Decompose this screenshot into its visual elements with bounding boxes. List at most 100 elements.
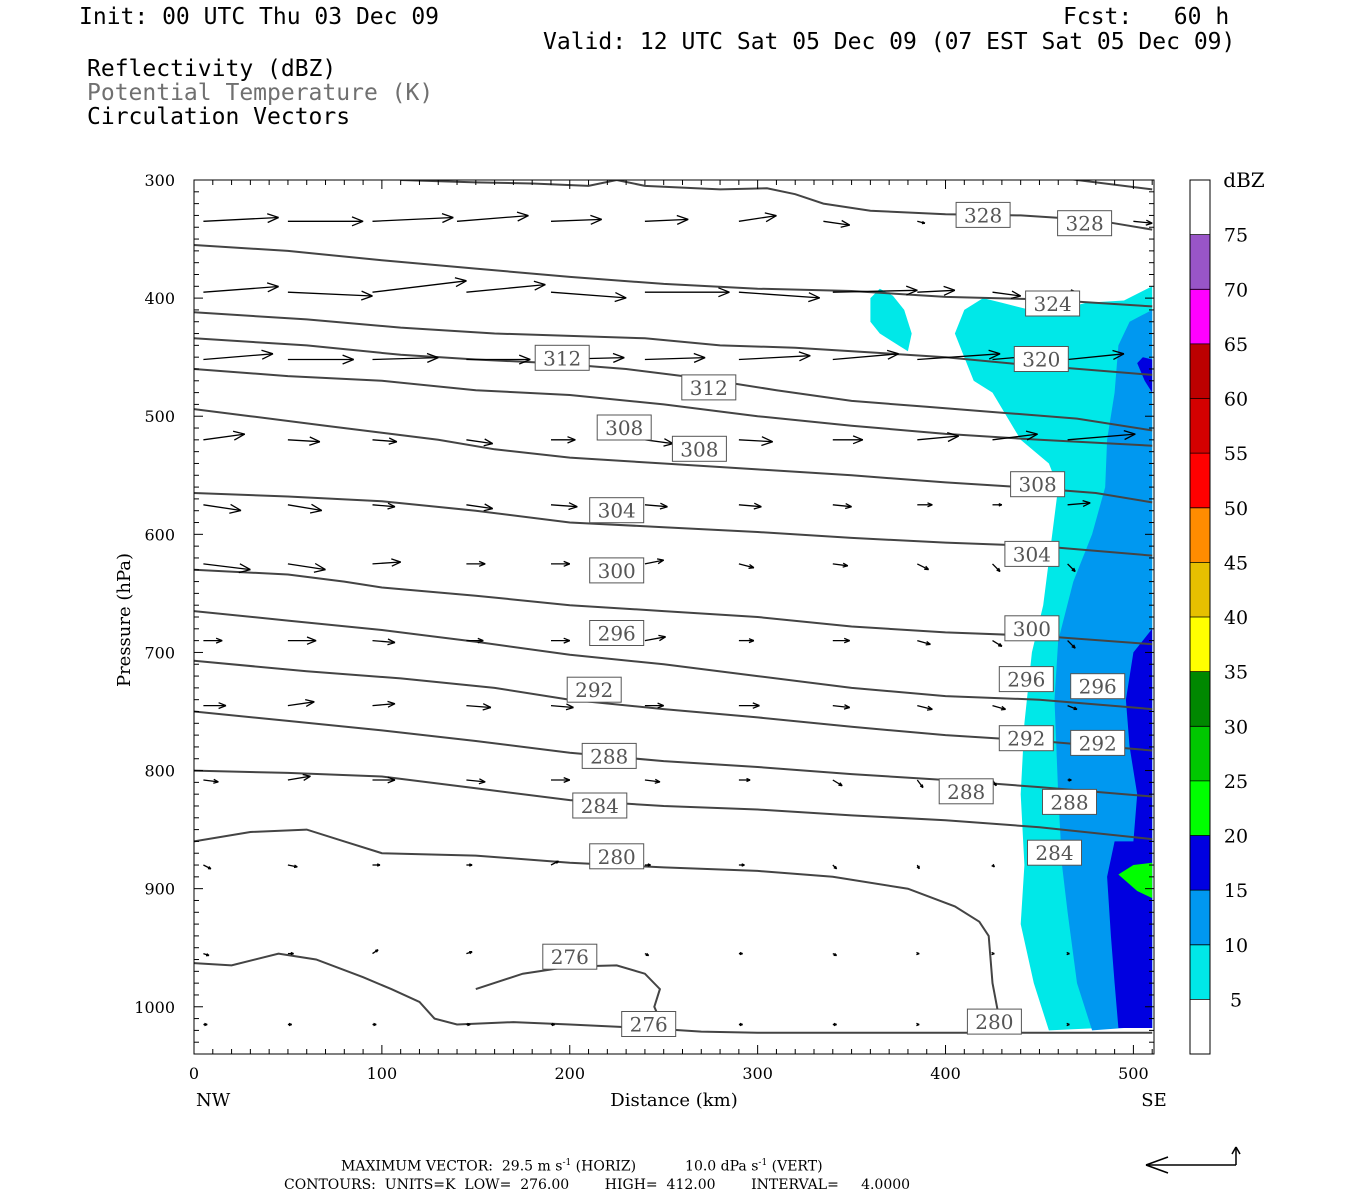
vector-shaft xyxy=(203,563,251,571)
contour-label-text: 284 xyxy=(1035,841,1073,865)
theta-contour-284 xyxy=(194,769,1153,841)
vector-shaft xyxy=(738,439,773,443)
vector-head xyxy=(482,703,492,709)
vector-head xyxy=(482,706,492,711)
circulation-vector xyxy=(372,502,396,510)
vector-shaft xyxy=(738,214,777,222)
vector-head xyxy=(1113,353,1125,360)
vector-head xyxy=(469,951,473,955)
circulation-vector xyxy=(287,636,317,645)
vector-head xyxy=(845,506,852,510)
vector-head xyxy=(427,357,439,363)
circulation-vector xyxy=(832,435,864,445)
circulation-vector xyxy=(287,864,298,869)
contour-label-box xyxy=(998,666,1054,693)
circulation-vector xyxy=(917,220,926,225)
circulation-vector xyxy=(466,438,494,447)
circulation-vector xyxy=(738,777,751,783)
vector-head xyxy=(799,355,811,362)
vector-head xyxy=(658,634,666,638)
vector-head xyxy=(718,287,730,293)
vector-head xyxy=(566,703,574,709)
vector-head xyxy=(426,352,439,359)
contour-label: 292 xyxy=(1070,729,1126,756)
circulation-vector xyxy=(287,290,373,301)
vector-head xyxy=(741,864,745,867)
contour-label-text: 312 xyxy=(690,376,728,400)
vector-head xyxy=(926,708,933,711)
vector-shaft xyxy=(832,563,848,567)
forecast-hour: Fcst: 60 h xyxy=(1063,4,1230,30)
x-tick-label: 100 xyxy=(367,1064,398,1083)
colorbar-label: 35 xyxy=(1224,662,1248,684)
vector-head xyxy=(752,702,760,707)
circulation-vector xyxy=(644,863,651,867)
vector-head xyxy=(567,436,576,441)
vector-head xyxy=(314,562,326,571)
contour-label-box xyxy=(998,725,1054,752)
vector-head xyxy=(391,558,401,563)
theta-contour-312 xyxy=(194,368,1153,447)
vector-head xyxy=(657,702,664,707)
vector-head xyxy=(761,436,773,443)
circulation-vector xyxy=(466,560,486,567)
vector-shaft xyxy=(644,218,689,222)
vector-head xyxy=(925,643,931,646)
vector-head xyxy=(886,349,899,355)
vector-shaft xyxy=(550,291,627,299)
circulation-vector xyxy=(372,863,381,867)
vector-head xyxy=(612,352,625,359)
vector-head xyxy=(927,504,933,508)
contour-label-box xyxy=(1013,346,1069,372)
theta-contour-320 xyxy=(194,311,1153,376)
contour-label-box xyxy=(596,414,652,441)
vector-head xyxy=(752,704,760,709)
vector-head xyxy=(483,442,493,447)
vector-shaft xyxy=(550,218,602,222)
vector-head xyxy=(484,438,494,445)
theta-contour-324 xyxy=(194,244,1153,308)
vector-shaft xyxy=(372,703,396,707)
vector-shaft xyxy=(372,439,397,443)
vector-head xyxy=(375,949,379,953)
vector-head xyxy=(551,1023,555,1027)
colorbar-label: 50 xyxy=(1224,498,1248,520)
max-vector-vert-tag: (VERT) xyxy=(771,1158,823,1175)
contour-label: 284 xyxy=(1027,839,1082,866)
contour-label-box xyxy=(1004,615,1060,642)
vector-head xyxy=(615,292,627,299)
circulation-vector xyxy=(832,952,838,957)
vector-shaft xyxy=(466,704,491,709)
circulation-vector xyxy=(203,213,279,224)
contour-label: 300 xyxy=(589,557,645,584)
vector-head xyxy=(516,211,529,217)
contour-label-text: 292 xyxy=(1079,731,1117,755)
vector-head xyxy=(1082,499,1091,504)
vector-head xyxy=(478,563,486,567)
contour-label-box xyxy=(955,201,1011,228)
y-axis-label: Pressure (hPa) xyxy=(114,553,135,687)
circulation-vector xyxy=(917,563,930,571)
circulation-vector xyxy=(832,637,850,644)
contour-label-text: 308 xyxy=(680,437,718,461)
circulation-vector xyxy=(372,638,396,646)
circulation-vector xyxy=(372,437,398,445)
contour-label-text: 292 xyxy=(1007,727,1045,751)
y-tick-label: 300 xyxy=(144,171,175,190)
vector-head xyxy=(266,213,279,219)
vector-head xyxy=(533,280,546,286)
colorbar-segment xyxy=(1190,890,1210,945)
circulation-vector xyxy=(832,285,918,296)
circulation-vector xyxy=(738,702,760,709)
contour-label-box xyxy=(589,620,645,646)
vector-shaft xyxy=(287,563,326,571)
vector-head xyxy=(993,783,997,787)
contour-label-text: 276 xyxy=(630,1013,668,1037)
vector-shaft xyxy=(917,704,933,711)
circulation-vector xyxy=(287,562,326,573)
vector-head xyxy=(388,441,398,445)
vector-head xyxy=(267,285,279,293)
vector-shaft xyxy=(644,504,668,508)
vector-head xyxy=(351,216,364,222)
circulation-vector xyxy=(466,1022,471,1027)
